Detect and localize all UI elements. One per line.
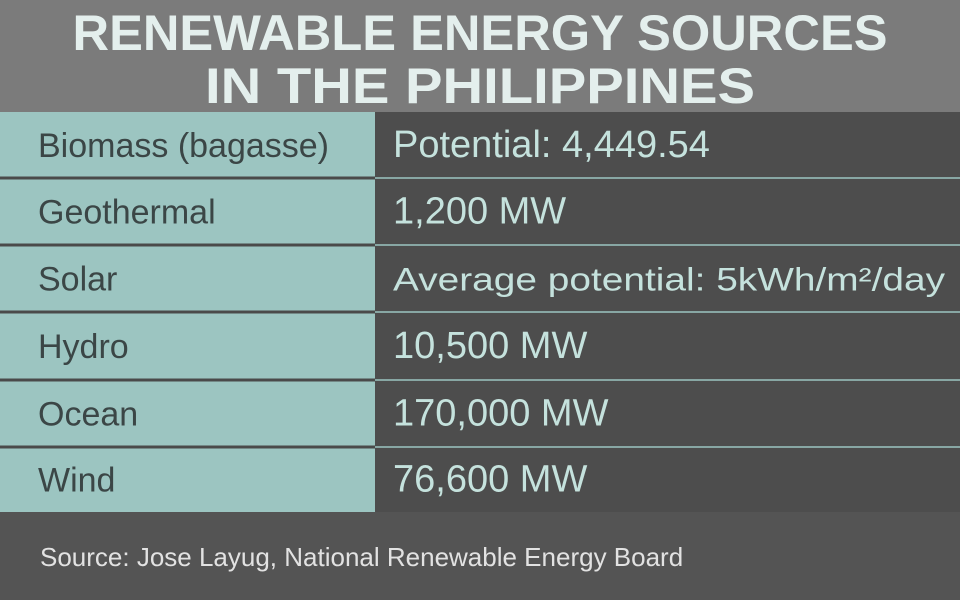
label-cell <box>0 178 375 245</box>
value-cell <box>375 447 960 512</box>
row-label: Ocean <box>38 396 138 434</box>
row-value: 170,000 MW <box>393 393 609 435</box>
value-cell <box>375 178 960 245</box>
footer-background <box>0 512 960 600</box>
label-cell <box>0 312 375 380</box>
table: Biomass (bagasse) Potential: 4,449.54 Geot… <box>0 112 960 512</box>
value-cell <box>375 380 960 447</box>
row-value: Potential: 4,449.54 <box>393 124 710 166</box>
row-label: Wind <box>38 462 115 500</box>
row-label: Hydro <box>38 328 129 366</box>
header-background <box>0 0 960 112</box>
row-value: 10,500 MW <box>393 325 587 367</box>
label-cell <box>0 245 375 312</box>
value-cell <box>375 112 960 178</box>
label-cell <box>0 380 375 447</box>
title-line: RENEWABLE ENERGY SOURCES <box>73 5 888 61</box>
value-cell <box>375 312 960 380</box>
row-label: Geothermal <box>38 194 216 232</box>
label-cell <box>0 112 375 178</box>
row-label: Biomass (bagasse) <box>38 127 329 165</box>
row-value: Average potential: 5kWh/m²/day <box>393 262 945 298</box>
source-note: Source: Jose Layug, National Renewable E… <box>40 542 683 572</box>
row-label: Solar <box>38 261 117 299</box>
title-line: IN THE PHILIPPINES <box>205 58 755 114</box>
row-value: 76,600 MW <box>393 459 587 501</box>
row-value: 1,200 MW <box>393 191 566 233</box>
label-cell <box>0 447 375 512</box>
value-cell <box>375 245 960 312</box>
